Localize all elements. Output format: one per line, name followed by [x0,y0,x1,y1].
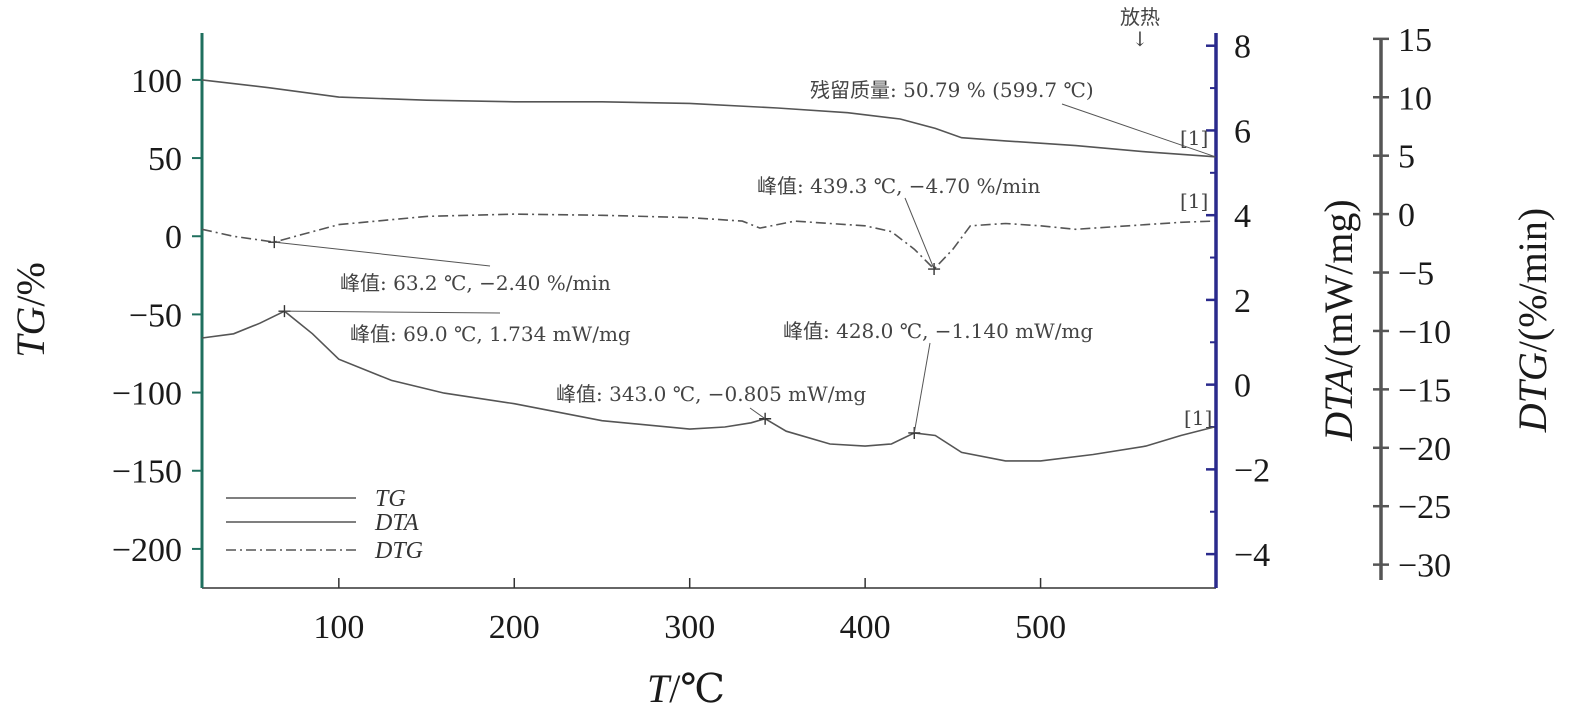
tg-axis-title: TG/% [8,262,53,358]
dtg-tick-label: 10 [1398,80,1432,117]
dtg-tick-label: −5 [1398,256,1434,293]
legend-label-dtg: DTG [374,538,423,564]
tg-tick-label: −150 [112,454,182,491]
dtg-axis-title: DTG/(%/min) [1510,208,1555,433]
annotation-leader [274,241,491,267]
annotation-leader [1061,103,1216,158]
dta-tick-label: −2 [1234,452,1270,489]
curve-tag: [1] [1180,189,1208,213]
annotation-label: 峰值: 439.3 ℃, −4.70 %/min [757,174,1041,198]
x-axis-title: T/℃ [647,666,725,711]
exotherm-arrow: ↓ [1132,27,1149,51]
peak-marker [908,426,921,439]
legend-label-dta: DTA [374,510,419,536]
dta-tick-label: −4 [1234,537,1270,574]
dtg-tick-label: 0 [1398,197,1415,234]
tg-tick-label: −200 [112,532,182,569]
series-dtg-line [201,213,1215,271]
x-tick-label: 200 [489,609,540,646]
dta-axis-title: DTA/(mW/mg) [1316,199,1361,441]
annotations: 残留质量: 50.79 % (599.7 ℃) 峰值: 439.3 ℃, −4.7… [274,5,1216,434]
annotation-label: 峰值: 428.0 ℃, −1.140 mW/mg [783,319,1093,343]
dtg-tick-label: 15 [1398,22,1432,59]
dtg-tick-label: −25 [1398,489,1451,526]
plot-frame [200,33,1383,589]
tg-tick-label: 100 [131,63,182,100]
dta-tick-label: 4 [1234,198,1251,235]
dta-tick-label: 2 [1234,283,1251,320]
annotation-leader [284,310,501,314]
tg-tick-label: −50 [129,297,182,334]
annotation-leader [904,197,935,270]
annotation-leader [913,342,931,434]
dtg-tick-label: −20 [1398,431,1451,468]
annotation-label: 峰值: 343.0 ℃, −0.805 mW/mg [556,382,866,406]
annotation-label: 峰值: 63.2 ℃, −2.40 %/min [340,271,611,295]
tg-tick-label: 50 [148,141,182,178]
x-tick-label: 100 [313,609,364,646]
dtg-tick-label: −10 [1398,314,1451,351]
annotation-label: 峰值: 69.0 ℃, 1.734 mW/mg [350,322,631,346]
dtg-tick-label: 5 [1398,139,1415,176]
x-tick-label: 300 [664,609,715,646]
exotherm-label: 放热 [1120,5,1160,29]
annotation-leader [749,407,766,420]
legend-label-tg: TG [375,486,406,512]
dtg-tick-label: −30 [1398,548,1451,585]
axes: 100 200 300 400 500100500−50−100−150−2008642… [8,22,1555,711]
dta-tick-label: 0 [1234,368,1251,405]
curve-tag: [1] [1184,406,1212,430]
tg-tick-label: −100 [112,376,182,413]
x-tick-label: 500 [1015,609,1066,646]
dtg-tick-label: −15 [1398,372,1451,409]
dta-tick-label: 8 [1234,29,1251,66]
tg-tick-label: 0 [165,219,182,256]
x-tick-label: 400 [840,609,891,646]
dta-tick-label: 6 [1234,113,1251,150]
curve-tag: [1] [1180,126,1208,150]
annotation-label: 残留质量: 50.79 % (599.7 ℃) [810,78,1094,102]
series-tg-line [201,79,1216,158]
